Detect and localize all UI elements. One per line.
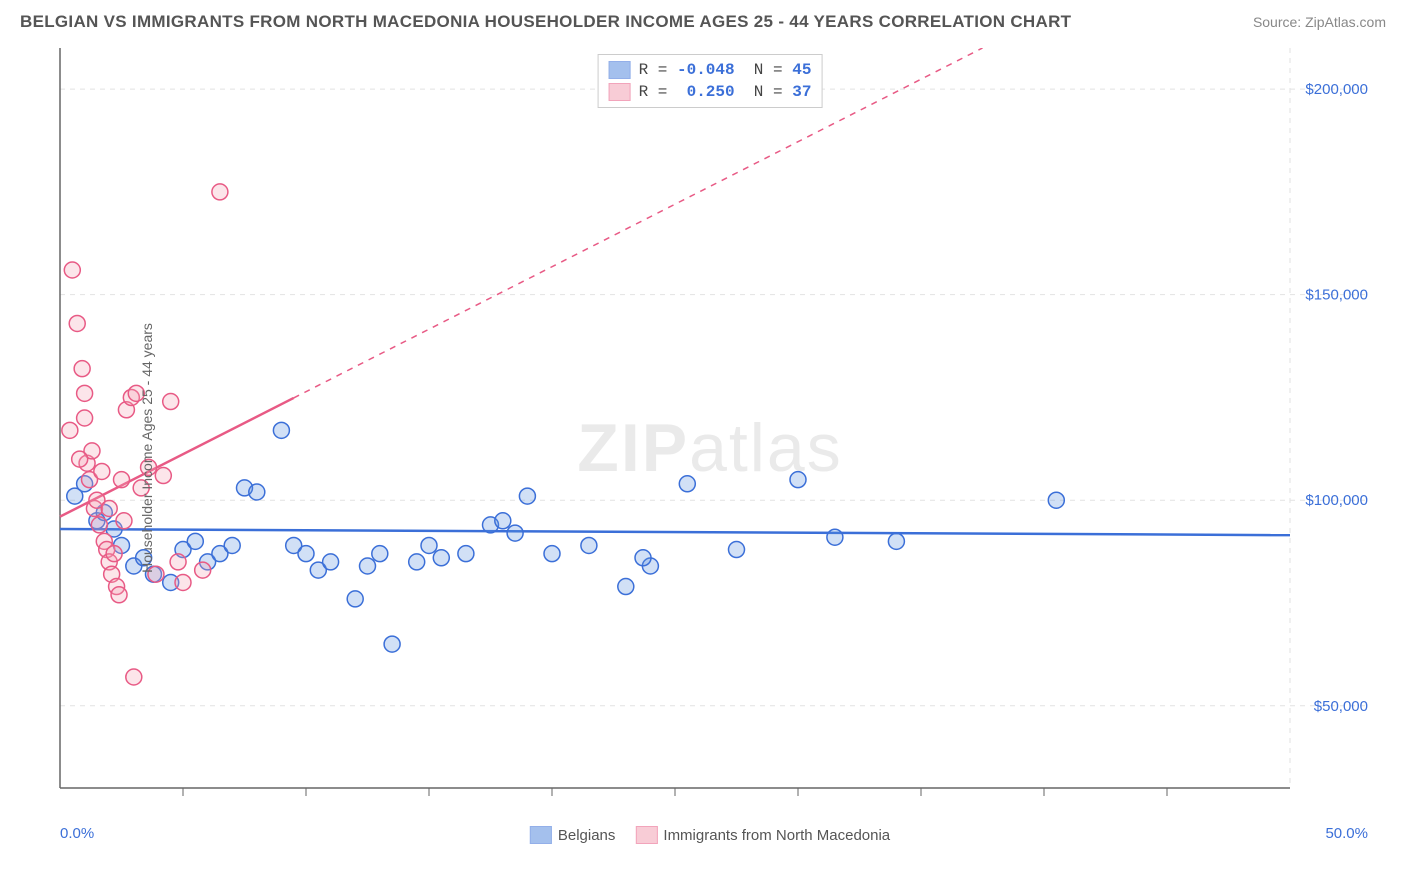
data-point (507, 525, 523, 541)
data-point (298, 546, 314, 562)
x-tick-label: 0.0% (60, 825, 94, 842)
legend-stat-text: R = -0.048 N = 45 (639, 61, 812, 79)
data-point (91, 517, 107, 533)
data-point (175, 574, 191, 590)
legend-stat-row: R = -0.048 N = 45 (609, 59, 812, 81)
data-point (544, 546, 560, 562)
data-point (212, 184, 228, 200)
data-point (62, 422, 78, 438)
data-point (101, 500, 117, 516)
legend-label: Belgians (558, 827, 616, 844)
data-point (224, 537, 240, 553)
series-legend: Belgians Immigrants from North Macedonia (530, 826, 890, 844)
data-point (77, 410, 93, 426)
data-point (1048, 492, 1064, 508)
data-point (581, 537, 597, 553)
correlation-legend: R = -0.048 N = 45 R = 0.250 N = 37 (598, 54, 823, 108)
data-point (170, 554, 186, 570)
data-point (163, 394, 179, 410)
data-point (433, 550, 449, 566)
correlation-chart: Householder Income Ages 25 - 44 years ZI… (50, 48, 1370, 848)
y-tick-label: $200,000 (1305, 81, 1368, 98)
data-point (384, 636, 400, 652)
y-axis-label: Householder Income Ages 25 - 44 years (139, 323, 155, 573)
legend-stat-text: R = 0.250 N = 37 (639, 83, 812, 101)
data-point (888, 533, 904, 549)
data-point (519, 488, 535, 504)
data-point (74, 361, 90, 377)
data-point (195, 562, 211, 578)
data-point (77, 385, 93, 401)
y-tick-label: $100,000 (1305, 492, 1368, 509)
data-point (114, 472, 130, 488)
data-point (458, 546, 474, 562)
legend-swatch (609, 83, 631, 101)
data-point (273, 422, 289, 438)
data-point (495, 513, 511, 529)
legend-item: Belgians (530, 826, 616, 844)
data-point (187, 533, 203, 549)
data-point (360, 558, 376, 574)
data-point (72, 451, 88, 467)
legend-label: Immigrants from North Macedonia (663, 827, 890, 844)
data-point (790, 472, 806, 488)
legend-item: Immigrants from North Macedonia (635, 826, 890, 844)
data-point (106, 546, 122, 562)
source-attribution: Source: ZipAtlas.com (1253, 14, 1386, 30)
data-point (372, 546, 388, 562)
legend-stat-row: R = 0.250 N = 37 (609, 81, 812, 103)
y-tick-label: $150,000 (1305, 287, 1368, 304)
x-tick-label: 50.0% (1325, 825, 1368, 842)
data-point (249, 484, 265, 500)
page-title: BELGIAN VS IMMIGRANTS FROM NORTH MACEDON… (20, 12, 1071, 32)
data-point (635, 550, 651, 566)
data-point (827, 529, 843, 545)
data-point (64, 262, 80, 278)
data-point (323, 554, 339, 570)
legend-swatch (635, 826, 657, 844)
data-point (69, 315, 85, 331)
data-point (347, 591, 363, 607)
data-point (409, 554, 425, 570)
data-point (155, 468, 171, 484)
y-tick-label: $50,000 (1314, 698, 1368, 715)
data-point (116, 513, 132, 529)
data-point (679, 476, 695, 492)
data-point (618, 579, 634, 595)
legend-swatch (609, 61, 631, 79)
data-point (729, 542, 745, 558)
chart-svg: $50,000 $100,000 $150,000 $200,000 0.0% 50.0% (50, 48, 1370, 848)
data-point (94, 463, 110, 479)
legend-swatch (530, 826, 552, 844)
data-point (421, 537, 437, 553)
data-point (111, 587, 127, 603)
data-point (126, 669, 142, 685)
